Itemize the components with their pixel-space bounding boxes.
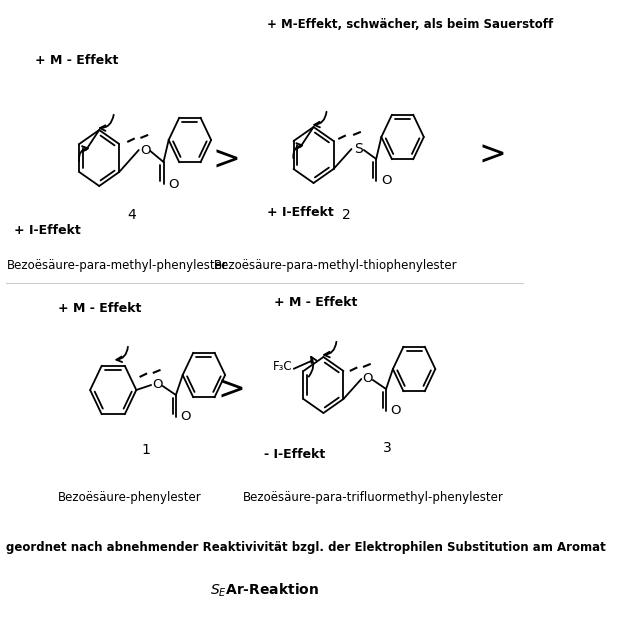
Text: F₃C: F₃C bbox=[273, 360, 292, 373]
Text: O: O bbox=[168, 178, 178, 191]
Text: Bezoësäure-para-trifluormethyl-phenylester: Bezoësäure-para-trifluormethyl-phenylest… bbox=[243, 491, 503, 504]
Text: 3: 3 bbox=[383, 441, 392, 455]
Text: + M - Effekt: + M - Effekt bbox=[274, 296, 357, 309]
Text: + M-Effekt, schwächer, als beim Sauerstoff: + M-Effekt, schwächer, als beim Sauersto… bbox=[268, 19, 554, 32]
Text: O: O bbox=[140, 143, 150, 156]
Text: >: > bbox=[478, 138, 506, 171]
Text: >: > bbox=[217, 373, 245, 407]
Text: O: O bbox=[152, 379, 163, 391]
Text: 4: 4 bbox=[128, 208, 136, 222]
Text: $S_E$Ar-Reaktion: $S_E$Ar-Reaktion bbox=[210, 581, 318, 599]
Text: >: > bbox=[212, 143, 240, 176]
Text: + M - Effekt: + M - Effekt bbox=[35, 53, 118, 66]
Text: O: O bbox=[180, 410, 191, 424]
Text: Bezoësäure-phenylester: Bezoësäure-phenylester bbox=[58, 491, 201, 504]
Text: S: S bbox=[354, 142, 362, 156]
Text: O: O bbox=[362, 373, 373, 386]
Text: - I-Effekt: - I-Effekt bbox=[264, 448, 326, 461]
Text: geordnet nach abnehmender Reaktivivität bzgl. der Elektrophilen Substitution am : geordnet nach abnehmender Reaktivivität … bbox=[6, 540, 606, 553]
Text: 1: 1 bbox=[142, 443, 150, 457]
Text: O: O bbox=[381, 175, 391, 188]
Text: 2: 2 bbox=[342, 208, 351, 222]
Text: + I-Effekt: + I-Effekt bbox=[14, 224, 81, 237]
Text: Bezoësäure-para-methyl-thiophenylester: Bezoësäure-para-methyl-thiophenylester bbox=[214, 258, 457, 271]
Text: + I-Effekt: + I-Effekt bbox=[268, 207, 334, 219]
Text: + M - Effekt: + M - Effekt bbox=[58, 302, 141, 314]
Text: O: O bbox=[390, 404, 401, 417]
Text: Bezoësäure-para-methyl-phenylester: Bezoësäure-para-methyl-phenylester bbox=[7, 258, 228, 271]
